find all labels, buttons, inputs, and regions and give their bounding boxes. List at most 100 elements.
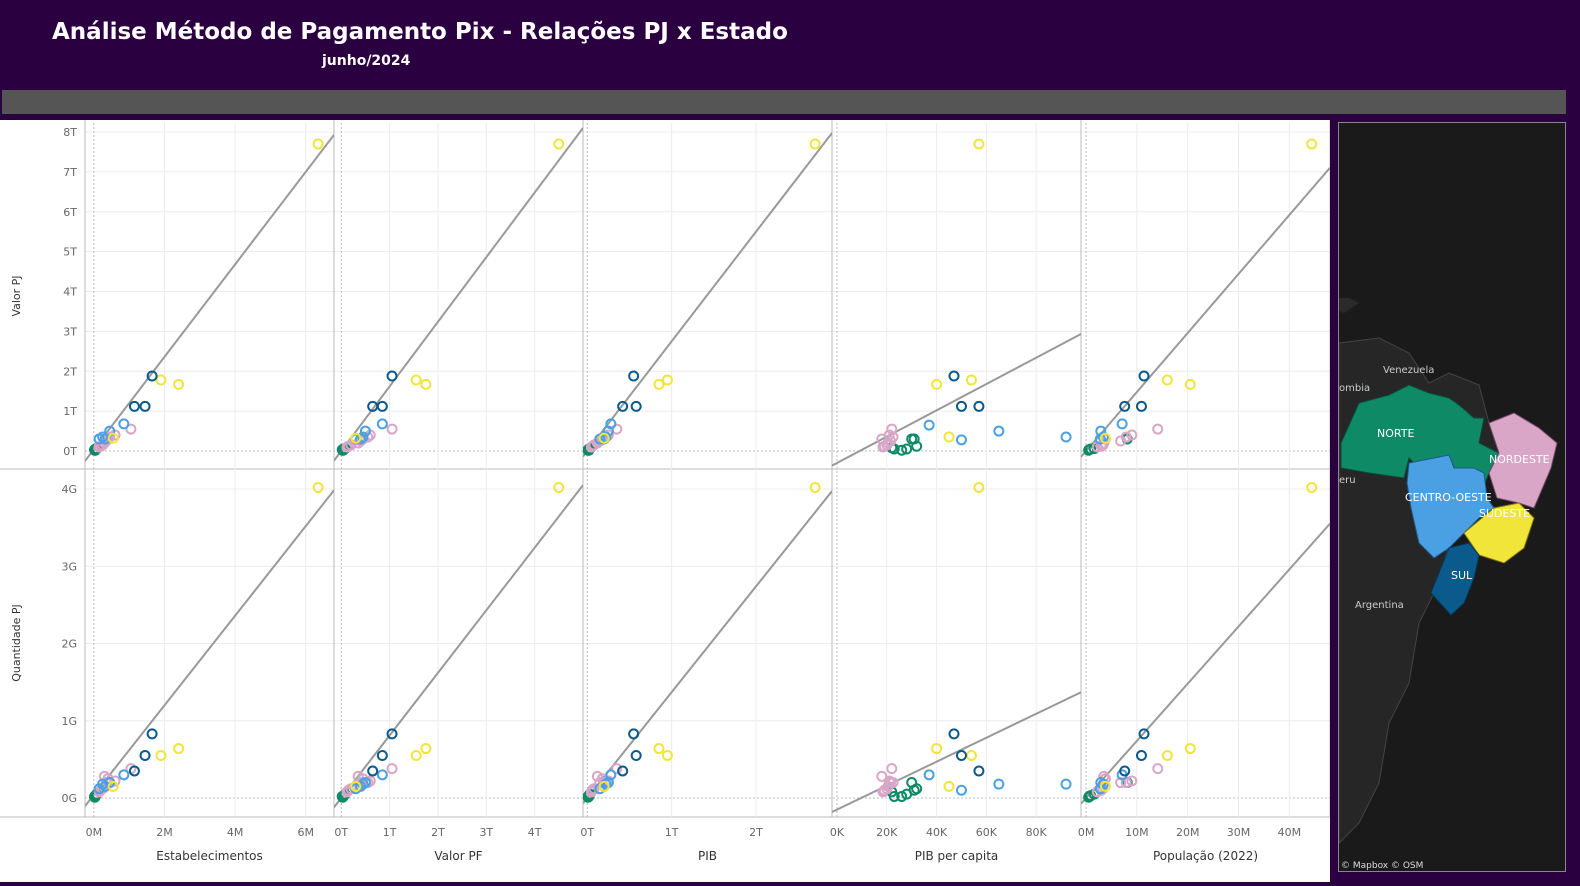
region-nordeste[interactable] xyxy=(1488,412,1558,509)
data-point-centro-oeste xyxy=(955,784,967,796)
map-label-sul: SUL xyxy=(1451,569,1473,582)
data-point-sudeste xyxy=(973,481,985,493)
trend-line xyxy=(85,489,334,807)
x-tick-label: 10M xyxy=(1125,826,1149,839)
y-tick-label: 6T xyxy=(63,206,77,219)
data-point-sul xyxy=(128,400,140,412)
region-map[interactable]: NORTE NORDESTE CENTRO-OESTE SUDESTE SUL … xyxy=(1338,122,1566,872)
map-label-norte: NORTE xyxy=(1377,427,1414,440)
y-tick-label: 4T xyxy=(63,286,77,299)
data-point-sudeste xyxy=(1306,481,1318,493)
data-point-nordeste xyxy=(886,763,898,775)
data-point-nordeste xyxy=(611,763,623,775)
y-tick-label: 2T xyxy=(63,365,77,378)
data-point-sudeste xyxy=(410,750,422,762)
data-point-sul xyxy=(1135,400,1147,412)
x-tick-label: 80K xyxy=(1026,826,1048,839)
data-point-nordeste xyxy=(1115,777,1127,789)
data-point-sul xyxy=(376,750,388,762)
data-point-sudeste xyxy=(1099,432,1111,444)
x-tick-label: 4M xyxy=(227,826,244,839)
x-axis-label: PIB xyxy=(698,849,717,863)
data-point-centro-oeste xyxy=(359,425,371,437)
map-svg[interactable]: NORTE NORDESTE CENTRO-OESTE SUDESTE SUL … xyxy=(1339,123,1566,872)
data-point-sul xyxy=(948,728,960,740)
data-point-sul xyxy=(367,765,379,777)
data-point-sul xyxy=(128,765,140,777)
data-point-sul xyxy=(973,400,985,412)
x-tick-label: 60K xyxy=(976,826,998,839)
data-point-sul xyxy=(1138,728,1150,740)
region-sudeste[interactable] xyxy=(1463,502,1535,564)
data-point-centro-oeste xyxy=(993,778,1005,790)
y-tick-label: 5T xyxy=(63,246,77,259)
data-point-sudeste xyxy=(653,743,665,755)
data-point-centro-oeste xyxy=(1060,778,1072,790)
x-tick-label: 1T xyxy=(665,826,679,839)
scatter-matrix[interactable]: 0T 1T 2T 3T 4T 5T 6T 7T 8T Valor PJ 0G 1G 2G 3G 4G Quan… xyxy=(0,120,1331,882)
x-axis-label: População (2022) xyxy=(1153,849,1258,863)
data-point-nordeste xyxy=(585,441,597,453)
scatter-matrix-svg[interactable]: 0T 1T 2T 3T 4T 5T 6T 7T 8T Valor PJ 0G 1G 2G 3G 4G Quan… xyxy=(0,120,1331,882)
data-point-nordeste xyxy=(125,423,137,435)
data-point-sudeste xyxy=(107,432,119,444)
x-tick-label: 40M xyxy=(1278,826,1302,839)
trend-line xyxy=(1081,522,1330,805)
y-tick-label: 3G xyxy=(61,560,77,573)
y-axis-label: Quantidade PJ xyxy=(10,604,23,682)
x-tick-label: 4T xyxy=(528,826,542,839)
x-tick-label: 3T xyxy=(479,826,493,839)
header-bar: Análise Método de Pagamento Pix - Relaçõ… xyxy=(0,0,1580,90)
data-point-sudeste xyxy=(155,374,167,386)
y-tick-label: 8T xyxy=(63,126,77,139)
data-point-sudeste xyxy=(661,750,673,762)
y-tick-label: 0T xyxy=(63,445,77,458)
data-point-sudeste xyxy=(965,374,977,386)
data-point-nordeste xyxy=(1152,763,1164,775)
region-sul[interactable] xyxy=(1430,542,1480,616)
data-point-sudeste xyxy=(312,481,324,493)
map-label-centro-oeste: CENTRO-OESTE xyxy=(1405,491,1492,504)
data-point-sudeste xyxy=(410,374,422,386)
data-point-sul xyxy=(630,750,642,762)
x-tick-label: 2M xyxy=(156,826,173,839)
data-point-norte xyxy=(896,790,908,802)
data-point-centro-oeste xyxy=(118,769,130,781)
data-point-centro-oeste xyxy=(355,780,367,792)
y-tick-label: 1G xyxy=(61,715,77,728)
data-point-centro-oeste xyxy=(605,769,617,781)
trend-line xyxy=(334,127,583,462)
data-point-centro-oeste xyxy=(955,434,967,446)
data-point-sul xyxy=(146,370,158,382)
x-tick-label: 0T xyxy=(334,826,348,839)
region-centro-oeste[interactable] xyxy=(1406,454,1495,559)
data-point-sul xyxy=(146,728,158,740)
data-point-centro-oeste xyxy=(594,433,606,445)
map-attribution: © Mapbox © OSM xyxy=(1341,861,1423,871)
x-tick-label: 2T xyxy=(749,826,763,839)
trend-line xyxy=(583,490,832,804)
map-label-peru: eru xyxy=(1339,475,1356,486)
data-point-nordeste xyxy=(109,775,121,787)
data-point-nordeste xyxy=(386,763,398,775)
page-subtitle: junho/2024 xyxy=(322,53,411,69)
data-point-sudeste xyxy=(809,138,821,150)
data-point-sudeste xyxy=(931,378,943,390)
trend-line xyxy=(334,484,583,808)
map-label-argentina: Argentina xyxy=(1355,600,1404,611)
data-point-sudeste xyxy=(931,743,943,755)
data-point-sudeste xyxy=(598,780,610,792)
data-point-sudeste xyxy=(653,378,665,390)
data-point-sul xyxy=(973,765,985,777)
y-tick-label: 1T xyxy=(63,405,77,418)
x-tick-label: 30M xyxy=(1227,826,1251,839)
data-point-sul xyxy=(1135,750,1147,762)
data-point-sudeste xyxy=(420,378,432,390)
chart-background xyxy=(0,120,1330,882)
data-point-sul xyxy=(948,370,960,382)
x-tick-label: 0K xyxy=(830,826,845,839)
filter-bar xyxy=(2,90,1566,114)
data-point-nordeste xyxy=(93,441,105,453)
x-tick-label: 0M xyxy=(1078,826,1095,839)
data-point-centro-oeste xyxy=(97,431,109,443)
